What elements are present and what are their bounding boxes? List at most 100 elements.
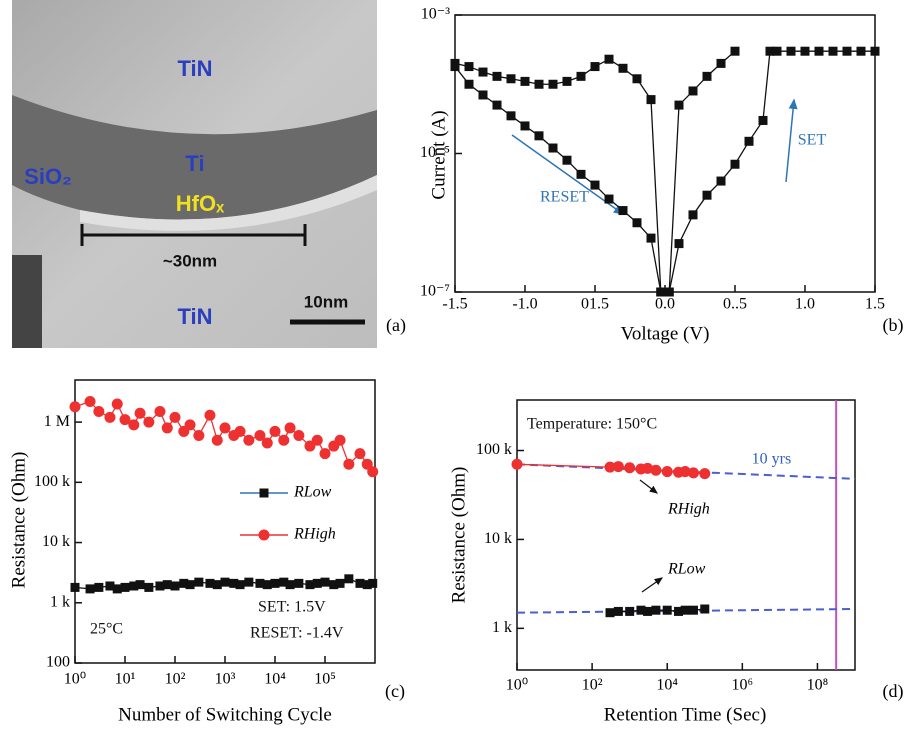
data-point	[161, 422, 173, 434]
data-point	[716, 176, 726, 186]
data-point	[270, 578, 280, 588]
data-point	[646, 95, 656, 105]
y-tick-label: 10⁻⁷	[420, 283, 450, 300]
data-point	[269, 425, 281, 437]
x-tick-label: -1.5	[442, 296, 467, 313]
annotation-arrows	[511, 98, 798, 593]
data-point	[311, 434, 323, 446]
data-point	[120, 582, 130, 592]
data-point	[688, 86, 698, 96]
data-point	[520, 76, 530, 86]
data-point	[144, 582, 154, 592]
data-point	[220, 577, 230, 587]
data-point	[605, 608, 615, 618]
annotation: SET	[798, 132, 827, 149]
data-point	[730, 159, 740, 169]
data-point	[312, 578, 322, 588]
annotation: 25°C	[90, 621, 123, 638]
data-point	[104, 411, 116, 423]
data-point	[244, 577, 254, 587]
x-tick-label: 10⁴	[656, 677, 678, 694]
data-point	[94, 582, 104, 592]
data-point	[179, 578, 189, 588]
data-point	[85, 584, 95, 594]
data-point	[604, 194, 614, 204]
data-point	[612, 461, 624, 473]
x-tick-label: 10¹	[115, 671, 136, 688]
data-point	[674, 100, 684, 110]
data-point	[674, 239, 684, 249]
data-point	[646, 233, 656, 243]
data-point	[169, 411, 181, 423]
data-point	[590, 180, 600, 190]
tem-label: ~30nm	[163, 251, 217, 270]
data-point	[184, 419, 196, 431]
y-axis-label: Resistance (Ohm)	[448, 467, 469, 604]
data-point	[134, 407, 146, 419]
data-point	[162, 580, 172, 590]
data-point	[699, 468, 711, 480]
data-point	[155, 581, 165, 591]
x-tick-label: 10⁵	[314, 671, 336, 688]
data-point	[656, 287, 666, 297]
tem-label: SiO₂	[24, 164, 72, 189]
x-tick-label: 10²	[582, 677, 603, 694]
arrow	[785, 98, 798, 183]
data-point	[320, 577, 330, 587]
data-point	[93, 405, 105, 417]
data-point	[367, 466, 379, 478]
panel-label: (a)	[386, 315, 406, 336]
data-point	[185, 580, 195, 590]
series-line	[668, 50, 875, 293]
data-point	[604, 461, 616, 473]
annotation: Temperature: 150°C	[527, 416, 657, 433]
data-point	[254, 429, 266, 441]
data-point	[651, 605, 661, 615]
y-tick-label: 100	[46, 654, 70, 671]
data-point	[828, 46, 838, 56]
series-line	[454, 58, 662, 293]
tem-label: 10nm	[304, 292, 348, 311]
y-tick-label: 100 k	[476, 441, 512, 458]
data-point	[680, 605, 690, 615]
x-tick-label: 10⁶	[732, 677, 754, 694]
data-point	[604, 54, 614, 64]
data-point	[478, 67, 488, 77]
data-point	[520, 121, 530, 131]
data-point	[219, 422, 231, 434]
x-tick-label: 1.5	[865, 296, 885, 313]
data-point	[506, 111, 516, 121]
data-point	[143, 416, 155, 428]
panel-label: (b)	[883, 315, 904, 336]
panel-label: (c)	[385, 681, 405, 702]
data-point	[105, 581, 115, 591]
data-point	[800, 46, 810, 56]
data-point	[758, 115, 768, 125]
data-point	[119, 414, 131, 426]
data-point	[261, 437, 273, 449]
series-label: RHigh	[667, 501, 710, 518]
data-point	[562, 155, 572, 165]
x-tick-label: 0..5	[723, 296, 747, 313]
data-point	[548, 143, 558, 153]
data-point	[129, 581, 139, 591]
data-point	[305, 580, 315, 590]
x-tick-label: 10⁰	[506, 677, 528, 694]
tem-label: TiN	[177, 56, 212, 81]
data-point	[642, 462, 654, 474]
data-point	[464, 62, 474, 72]
data-point	[702, 190, 712, 200]
x-tick-label: 10²	[165, 671, 186, 688]
data-point	[765, 46, 775, 56]
x-tick-label: 10⁰	[64, 671, 86, 688]
data-point	[688, 605, 698, 615]
series-label: RLow	[667, 561, 706, 578]
series-line	[74, 400, 374, 473]
x-axis-label: Number of Switching Cycle	[118, 704, 332, 725]
data-point	[69, 401, 81, 413]
ti-layer	[12, 95, 377, 220]
y-tick-label: 10 k	[484, 530, 512, 547]
plot-frame	[454, 14, 876, 293]
y-tick-label: 10⁻⁵	[420, 144, 450, 161]
